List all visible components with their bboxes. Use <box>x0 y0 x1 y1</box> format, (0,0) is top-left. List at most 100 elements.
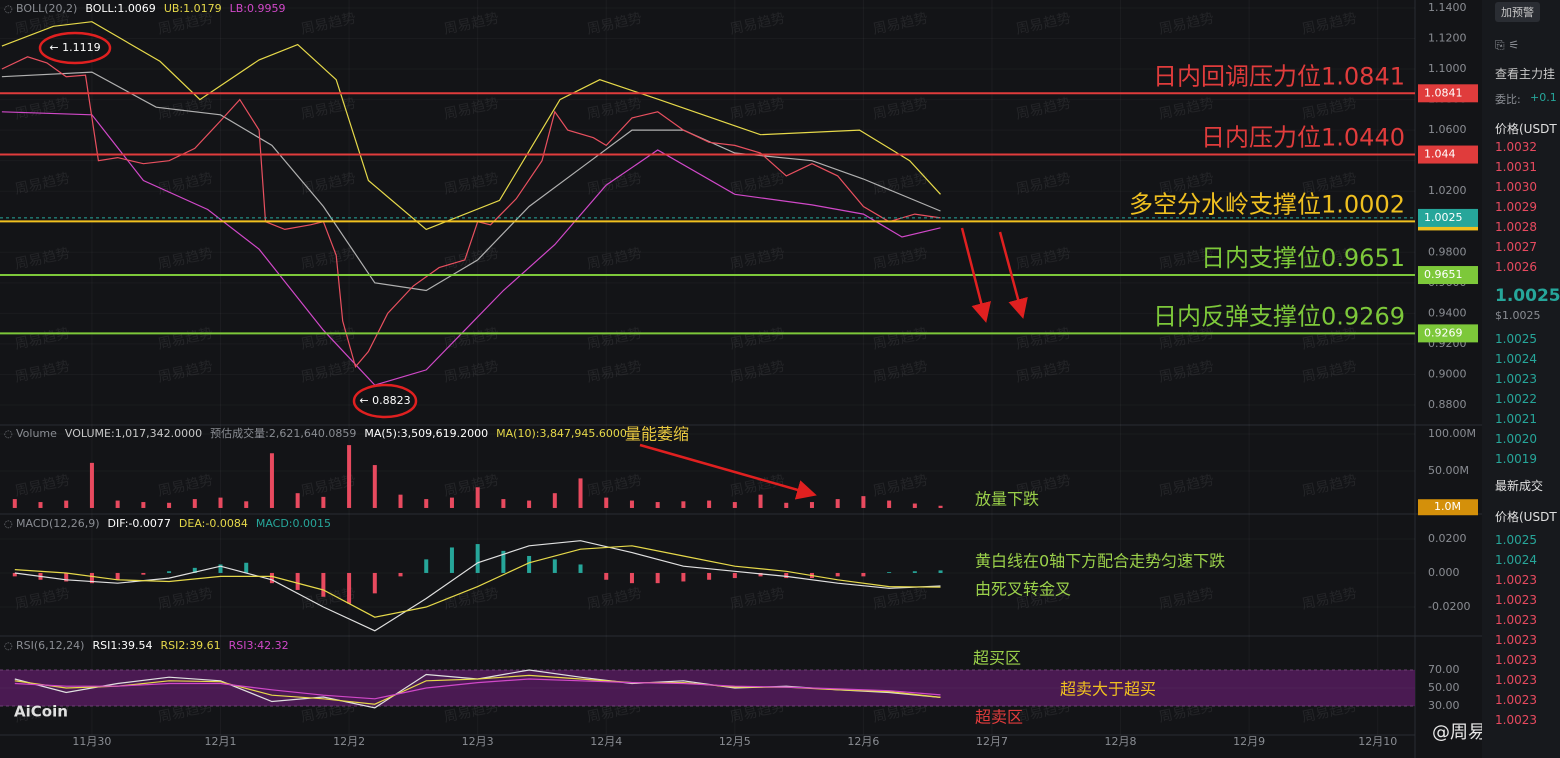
watermark: 周易趋势 <box>1300 586 1358 613</box>
bar <box>167 571 172 573</box>
watermark: 周易趋势 <box>442 11 500 38</box>
bar <box>501 550 506 573</box>
watermark: 周易趋势 <box>13 246 71 273</box>
watermark: 周易趋势 <box>871 359 929 386</box>
indicator-value: DEA:-0.0084 <box>179 517 248 530</box>
watermark: 周易趋势 <box>13 586 71 613</box>
indicator-title: Volume <box>16 427 57 440</box>
watermark: 周易趋势 <box>1014 11 1072 38</box>
level-tag <box>1418 84 1478 103</box>
book-row: 1.0024 <box>1495 352 1537 366</box>
bar <box>269 572 274 584</box>
book-row: 1.0019 <box>1495 452 1537 466</box>
watermark: 周易趋势 <box>585 326 643 353</box>
book-row: 1.0025 <box>1495 533 1537 547</box>
brand: @周易趋势 <box>1432 722 1482 743</box>
indicator-value: UB:1.0179 <box>164 2 222 15</box>
annotation: 量能萎缩 <box>625 425 689 444</box>
watermark: 周易趋势 <box>585 473 643 500</box>
book-row: 1.0024 <box>1495 553 1537 567</box>
watermark: 周易趋势 <box>728 246 786 273</box>
bar <box>707 572 712 580</box>
bar <box>372 465 377 508</box>
bar <box>295 572 300 590</box>
alert-button[interactable]: 加预警 <box>1495 2 1540 22</box>
price-header: 价格(USDT <box>1495 122 1557 136</box>
bar <box>115 572 120 580</box>
bar <box>347 572 352 604</box>
book-row: 1.0030 <box>1495 180 1537 194</box>
bar <box>578 478 583 508</box>
bar <box>244 501 249 508</box>
bar <box>604 572 609 580</box>
bar <box>552 559 557 573</box>
depth-title[interactable]: 查看主力挂 <box>1495 67 1556 81</box>
bar <box>758 494 763 508</box>
watermark: 周易趋势 <box>871 473 929 500</box>
bar <box>475 544 480 573</box>
watermark: 周易趋势 <box>1014 171 1072 198</box>
bar <box>732 502 737 508</box>
bar <box>887 500 892 508</box>
indicator-bell: ◌ <box>4 429 13 440</box>
bar <box>64 500 69 508</box>
line <box>1 71 941 292</box>
x-tick-label: 12月4 <box>590 735 622 748</box>
x-tick-label: 12月10 <box>1358 735 1397 748</box>
level-tag-label: 0.9269 <box>1424 326 1463 339</box>
level-label: 日内反弹支撑位0.9269 <box>1153 302 1405 330</box>
bar <box>887 572 892 573</box>
x-tick-label: 12月8 <box>1105 735 1137 748</box>
trades-title: 最新成交 <box>1495 479 1544 493</box>
watermark: 周易趋势 <box>728 171 786 198</box>
tool-icons[interactable]: ⎘ ⚟ <box>1495 38 1520 52</box>
book-row: 1.0023 <box>1495 673 1537 687</box>
watermark: 周易趋势 <box>585 171 643 198</box>
indicator-bell: ◌ <box>4 4 13 15</box>
level-tag-label: 0.9651 <box>1424 268 1463 281</box>
watermark: 周易趋势 <box>156 473 214 500</box>
bar <box>449 497 454 508</box>
watermark: 周易趋势 <box>13 359 71 386</box>
y-tick-label: 0.000 <box>1428 566 1460 579</box>
bar <box>732 572 737 579</box>
bar <box>655 502 660 508</box>
level-tag <box>1418 145 1478 164</box>
line <box>14 678 941 700</box>
arrow <box>960 227 991 323</box>
bar <box>12 499 17 508</box>
bar <box>398 572 403 577</box>
book-row: 1.0032 <box>1495 140 1537 154</box>
watermark: 周易趋势 <box>1300 11 1358 38</box>
book-row: 1.0022 <box>1495 392 1537 406</box>
bar <box>938 505 943 508</box>
y-tick-label: 0.9800 <box>1428 245 1467 258</box>
bar <box>321 572 326 597</box>
bar <box>604 497 609 508</box>
bar <box>115 500 120 508</box>
bar <box>758 572 763 577</box>
annotation: 超买区 <box>973 649 1021 668</box>
y-tick-label: 1.0600 <box>1428 123 1467 136</box>
watermark: 周易趋势 <box>13 171 71 198</box>
extreme-marker <box>352 383 418 419</box>
watermark: 周易趋势 <box>585 586 643 613</box>
indicator-value: RSI3:42.32 <box>229 639 289 652</box>
volume-tag <box>1418 499 1478 516</box>
ratio-label: 委比: <box>1495 93 1521 106</box>
book-row: 1.0020 <box>1495 432 1537 446</box>
bar <box>89 462 94 508</box>
x-tick-label: 12月7 <box>976 735 1008 748</box>
bar <box>192 567 197 573</box>
watermark: 周易趋势 <box>728 586 786 613</box>
sidebar: 加预警 ⎘ ⚟ 查看主力挂 委比: +0.1 价格(USDT 1.0025 $1… <box>1482 0 1560 758</box>
bar <box>141 572 146 575</box>
bar <box>655 572 660 584</box>
background-layer: 周易趋势 周易趋势 周易趋势 周易趋势 周易趋势 周易趋势 周易趋势 周易趋势 周易趋势 周易趋势… <box>13 0 1379 735</box>
indicator-value: DIF:-0.0077 <box>108 517 171 530</box>
watermark: 周易趋势 <box>156 246 214 273</box>
watermark: 周易趋势 <box>1300 473 1358 500</box>
last-usd: $1.0025 <box>1495 309 1541 322</box>
y-tick-label: 0.9000 <box>1428 367 1467 380</box>
book-row: 1.0028 <box>1495 220 1537 234</box>
